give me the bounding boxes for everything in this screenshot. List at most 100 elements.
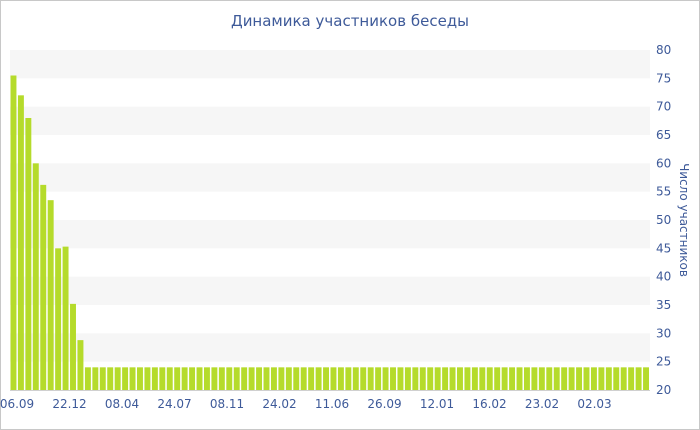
grid-band [10,163,650,192]
bar [471,367,478,390]
x-tick-label: 08.04 [105,397,139,411]
x-tick-label: 08.11 [210,397,244,411]
bar [360,367,367,390]
x-tick-label: 22.12 [52,397,86,411]
bar [397,367,404,390]
x-tick-label: 24.02 [262,397,296,411]
y-tick-labels: 20 25 30 35 40 45 50 55 60 65 70 75 80 [656,43,671,397]
x-tick-label: 11.06 [315,397,349,411]
bar [546,367,553,390]
bar [151,367,158,390]
bar [218,367,225,390]
bar [375,367,382,390]
bar [99,367,106,390]
x-tick-labels: 06.09 22.12 08.04 24.07 08.11 24.02 11.06 26.09… [0,397,612,411]
bar [248,367,255,390]
bar [144,367,151,390]
grid-band [10,220,650,249]
bar [226,367,233,390]
bar [92,367,99,390]
bar [419,367,426,390]
bar [583,367,590,390]
x-tick-label: 12.01 [420,397,454,411]
bar [620,367,627,390]
bar [256,367,263,390]
x-tick-label: 23.02 [525,397,559,411]
bar [233,367,240,390]
bar [114,367,121,390]
bar [516,367,523,390]
bar [107,367,114,390]
x-tick-label: 16.02 [472,397,506,411]
bar [590,367,597,390]
bar [576,367,583,390]
bar [427,367,434,390]
bar [501,367,508,390]
bar [538,367,545,390]
bar [523,367,530,390]
bar [367,367,374,390]
y-tick-label: 60 [656,156,671,170]
grid-band [10,50,650,79]
bar [211,367,218,390]
bar [203,367,210,390]
bar [464,367,471,390]
bar [628,367,635,390]
bar [568,367,575,390]
bar [270,367,277,390]
x-tick-label: 26.09 [367,397,401,411]
bar [598,367,605,390]
bar [315,367,322,390]
bar [137,367,143,390]
bar [77,340,84,390]
bar [174,367,181,390]
grid-band [10,276,650,305]
bar [241,367,248,390]
grid-bands [10,50,650,362]
bar [494,367,501,390]
bar [10,75,17,390]
bar [330,367,337,390]
x-tick-label: 24.07 [157,397,191,411]
bar [635,367,642,390]
bar [196,367,203,390]
bar [122,367,129,390]
bar [345,367,352,390]
bar [285,367,292,390]
bar [293,367,300,390]
bar [449,367,456,390]
bar [434,367,441,390]
bar [486,367,493,390]
bar [352,367,359,390]
bar [553,367,560,390]
bar [605,367,612,390]
y-tick-label: 50 [656,213,671,227]
y-tick-label: 35 [656,298,671,312]
x-tick-label: 02.03 [577,397,611,411]
bar [442,367,449,390]
bar [561,367,568,390]
chart-title: Динамика участников беседы [230,12,470,30]
bar [70,303,76,390]
bar [189,367,196,390]
y-tick-label: 20 [656,383,671,397]
y-axis-label: Число участников [677,163,691,277]
bar [55,248,62,390]
bar [47,200,54,390]
bar [390,367,396,390]
bar [509,367,516,390]
grid-band [10,333,650,362]
y-tick-label: 45 [656,241,671,255]
y-tick-label: 75 [656,71,671,85]
bar [308,367,315,390]
bars [10,75,649,390]
y-tick-label: 30 [656,326,671,340]
y-tick-label: 70 [656,100,671,114]
x-tick-label: 06.09 [0,397,34,411]
bar [323,367,329,390]
bar [159,367,166,390]
bar [181,367,188,390]
y-tick-label: 40 [656,270,671,284]
bar [613,367,620,390]
bar [17,95,24,390]
